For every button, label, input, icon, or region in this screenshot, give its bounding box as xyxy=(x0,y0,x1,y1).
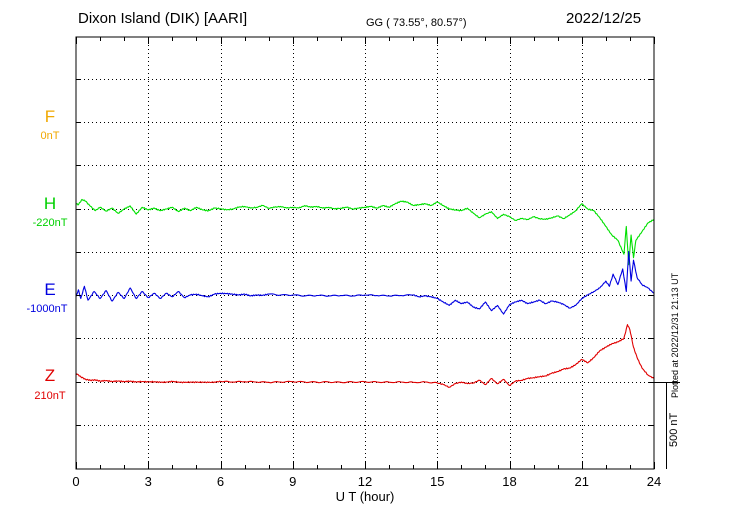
data-traces xyxy=(75,198,655,388)
x-tick-label-3: 9 xyxy=(289,474,296,489)
channel-e-name: E xyxy=(44,280,56,299)
grid-lines xyxy=(76,37,654,469)
date-label: 2022/12/25 xyxy=(566,10,642,27)
plotted-timestamp: Plotted at 2022/12/31 21:13 UT xyxy=(670,272,680,398)
geographic-coordinates: GG ( 73.55°, 80.57°) xyxy=(366,17,467,29)
x-tick-label-0: 0 xyxy=(72,474,79,489)
x-tick-label-2: 6 xyxy=(217,474,224,489)
x-tick-label-1: 3 xyxy=(145,474,152,489)
channel-e-baseline: -1000nT xyxy=(26,303,68,315)
x-tick-label-7: 21 xyxy=(575,474,589,489)
x-tick-label-6: 18 xyxy=(502,474,516,489)
trace-z xyxy=(75,324,655,388)
channel-f-baseline: 0nT xyxy=(40,130,60,142)
channel-f-name: F xyxy=(44,107,56,126)
trace-e xyxy=(75,250,655,315)
scale-bar-label: 500 nT xyxy=(668,412,680,447)
station-title: Dixon Island (DIK) [AARI] xyxy=(78,10,248,27)
scale-bar xyxy=(654,382,680,469)
x-axis-label: U T (hour) xyxy=(336,489,395,504)
channel-z-baseline: 210nT xyxy=(34,390,66,402)
x-tick-label-8: 24 xyxy=(647,474,661,489)
channel-z-name: Z xyxy=(44,366,56,385)
x-tick-label-4: 12 xyxy=(358,474,372,489)
channel-h-name: H xyxy=(43,194,57,213)
x-axis-ticks xyxy=(76,37,655,469)
trace-h xyxy=(75,198,655,266)
x-tick-label-5: 15 xyxy=(430,474,444,489)
x-axis-tick-labels: 0 3 6 9 12 15 18 21 24 xyxy=(72,474,661,489)
channel-h-baseline: -220nT xyxy=(32,217,68,229)
